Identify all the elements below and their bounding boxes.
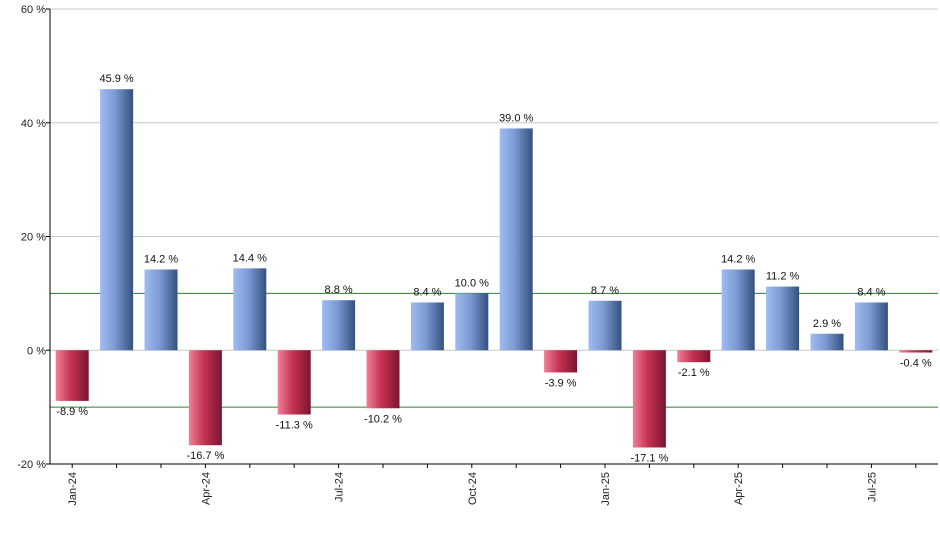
bar	[721, 269, 755, 351]
bar	[322, 300, 356, 351]
gridlines	[50, 8, 938, 465]
data-label: 10.0 %	[455, 277, 489, 289]
axes: -20 % 0 % 20 % 40 % 60 % Jan-24 Apr-24 Jul-24 Oc…	[17, 4, 938, 506]
bar	[899, 350, 933, 353]
y-tick-label: 60 %	[21, 4, 46, 16]
bar	[410, 302, 444, 351]
data-label: 2.9 %	[813, 318, 841, 330]
bar	[144, 269, 178, 351]
data-label: 8.8 %	[325, 284, 353, 296]
bar	[544, 350, 578, 373]
bar	[188, 350, 222, 446]
bar	[366, 350, 400, 409]
bar	[55, 350, 89, 401]
bar	[100, 89, 134, 351]
bar	[233, 268, 267, 351]
data-label: -17.1 %	[630, 453, 668, 465]
y-tick-label: 20 %	[21, 232, 46, 244]
bar	[810, 333, 844, 351]
data-label: 8.4 %	[413, 286, 441, 298]
data-label: 8.7 %	[591, 285, 619, 297]
data-label: -10.2 %	[364, 413, 402, 425]
data-labels: -8.9 % 45.9 % 14.2 % -16.7 % 14.4 % -11.3 % 8.…	[56, 73, 932, 464]
data-label: -3.9 %	[545, 377, 577, 389]
x-tick-label: Apr-24	[200, 472, 212, 505]
bar	[632, 350, 666, 448]
data-label: 14.4 %	[233, 252, 267, 264]
data-label: 14.2 %	[721, 253, 755, 265]
bar	[766, 286, 800, 351]
bars	[55, 89, 933, 448]
data-label: -11.3 %	[276, 420, 313, 432]
data-label: -2.1 %	[678, 367, 710, 379]
bar	[277, 350, 311, 415]
x-tick-label: Oct-24	[467, 472, 479, 505]
x-tick-label: Jan-25	[600, 472, 612, 506]
data-label: -0.4 %	[900, 358, 932, 370]
x-tick-label: Jul-25	[866, 472, 878, 502]
bar	[455, 293, 489, 351]
data-label: -8.9 %	[56, 406, 88, 418]
bar	[499, 128, 533, 351]
x-tick-label: Jul-24	[334, 472, 346, 502]
data-label: 39.0 %	[499, 112, 533, 124]
bar	[677, 350, 711, 363]
data-label: 45.9 %	[99, 73, 133, 85]
x-tick-label: Jan-24	[67, 472, 79, 506]
bar	[854, 302, 888, 351]
y-tick-label: 0 %	[27, 345, 46, 357]
y-tick-label: -20 %	[17, 459, 46, 471]
data-label: 8.4 %	[857, 286, 885, 298]
x-tick-label: Apr-25	[733, 472, 745, 505]
data-label: 14.2 %	[144, 253, 178, 265]
data-label: 11.2 %	[766, 271, 800, 283]
data-label: -16.7 %	[186, 450, 224, 462]
y-tick-label: 40 %	[21, 118, 46, 130]
bar	[588, 300, 622, 351]
